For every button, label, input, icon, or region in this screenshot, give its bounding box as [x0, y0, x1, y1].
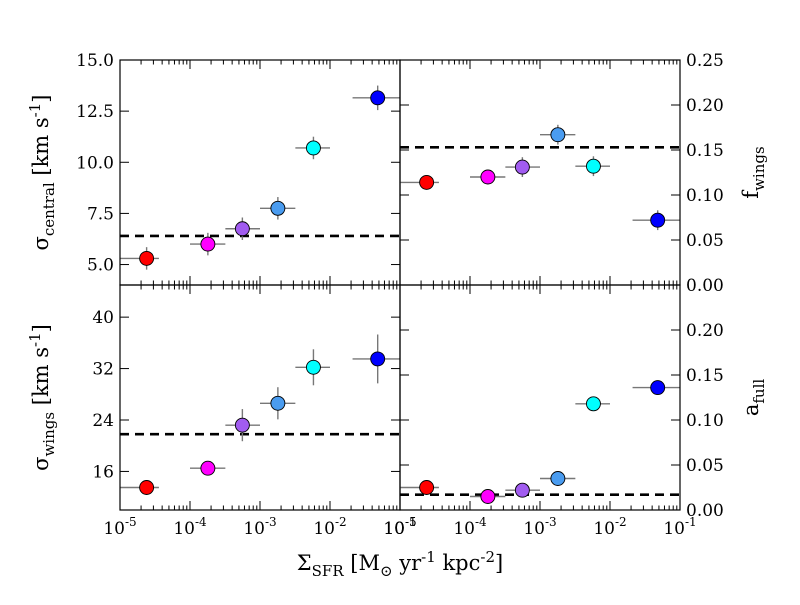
data-point [305, 140, 321, 156]
panel-frame [399, 59, 681, 286]
panel-frame [119, 284, 401, 511]
data-point [585, 158, 601, 174]
data-point [200, 460, 216, 476]
y-tick-label: 0.05 [686, 231, 724, 251]
data-point [650, 380, 666, 396]
data-point [270, 395, 286, 411]
y-axis-label: σwings [km s-1] [26, 324, 58, 471]
y-axis-label: afull​ [739, 379, 768, 417]
x-tick-label: 10-5​ [383, 515, 416, 539]
panel-frame [399, 284, 681, 511]
panel-frame [119, 59, 401, 286]
data-point [585, 396, 601, 412]
data-point [370, 90, 386, 106]
x-tick-label: 10-3​ [243, 515, 276, 539]
data-point [139, 250, 155, 266]
data-point [234, 417, 250, 433]
data-point [270, 200, 286, 216]
data-point [200, 236, 216, 252]
y-tick-label: 0.20 [686, 321, 724, 341]
x-tick-label: 10-2​ [313, 515, 346, 539]
x-tick-label: 10-2​ [593, 515, 626, 539]
y-tick-label: 0.10 [686, 411, 724, 431]
x-axis-label: ΣSFR [M⊙ yr-1 kpc-2] [297, 548, 503, 580]
y-tick-label: 5.0 [87, 256, 114, 276]
y-axis-label: σcentral [km s-1] [26, 94, 58, 250]
panel-bottom-left: 10-5​ 10-4​ 10-3​ 10-2​ 10-1​ 16 24 32 40 σwings … [26, 284, 417, 539]
y-tick-label: 24 [92, 411, 114, 431]
panel-top-right: 0.00 0.05 0.10 0.15 0.20 0.25 fwings​ [399, 51, 768, 296]
y-tick-label: 0.20 [686, 96, 724, 116]
y-tick-label: 0.10 [686, 186, 724, 206]
y-tick-label: 7.5 [87, 204, 114, 224]
x-tick-label: 10-4​ [453, 515, 487, 539]
data-point [139, 480, 155, 495]
panel-top-left: 5.0 7.5 10.0 12.5 15.0 σcentral [km s-1] [26, 51, 401, 286]
y-tick-label: 32 [92, 360, 114, 380]
y-tick-label: 0.00 [686, 501, 724, 521]
data-point [550, 127, 566, 143]
data-point [234, 221, 250, 237]
y-tick-label: 0.25 [686, 51, 724, 71]
x-tick-label: 10-4​ [173, 515, 207, 539]
data-point [650, 212, 666, 228]
y-tick-label: 12.5 [76, 102, 114, 122]
x-tick-label: 10-3​ [523, 515, 556, 539]
y-axis-label: fwings​ [739, 146, 768, 198]
data-point [419, 174, 435, 190]
data-point [370, 351, 386, 367]
y-tick-label: 10.0 [76, 153, 114, 173]
data-point [550, 471, 566, 486]
data-point [514, 482, 530, 498]
y-tick-label: 0.00 [686, 276, 724, 296]
x-tick-label: 10-1​ [663, 515, 696, 539]
x-tick-label: 10-1​ [383, 515, 416, 539]
data-point [305, 359, 321, 375]
x-tick-label: 10-5​ [103, 515, 136, 539]
y-tick-label: 0.15 [686, 366, 724, 386]
data-point [419, 480, 435, 495]
y-tick-label: 0.05 [686, 456, 724, 476]
y-tick-label: 0.15 [686, 141, 724, 161]
y-tick-label: 40 [92, 308, 114, 328]
data-point [514, 159, 530, 175]
y-tick-label: 15.0 [76, 51, 114, 71]
panel-bottom-right: 10-5​10-4​10-3​10-2​10-1​0.000.050.100.1… [383, 284, 768, 539]
data-point [480, 489, 496, 504]
y-tick-label: 16 [92, 462, 114, 482]
data-point [480, 169, 496, 185]
